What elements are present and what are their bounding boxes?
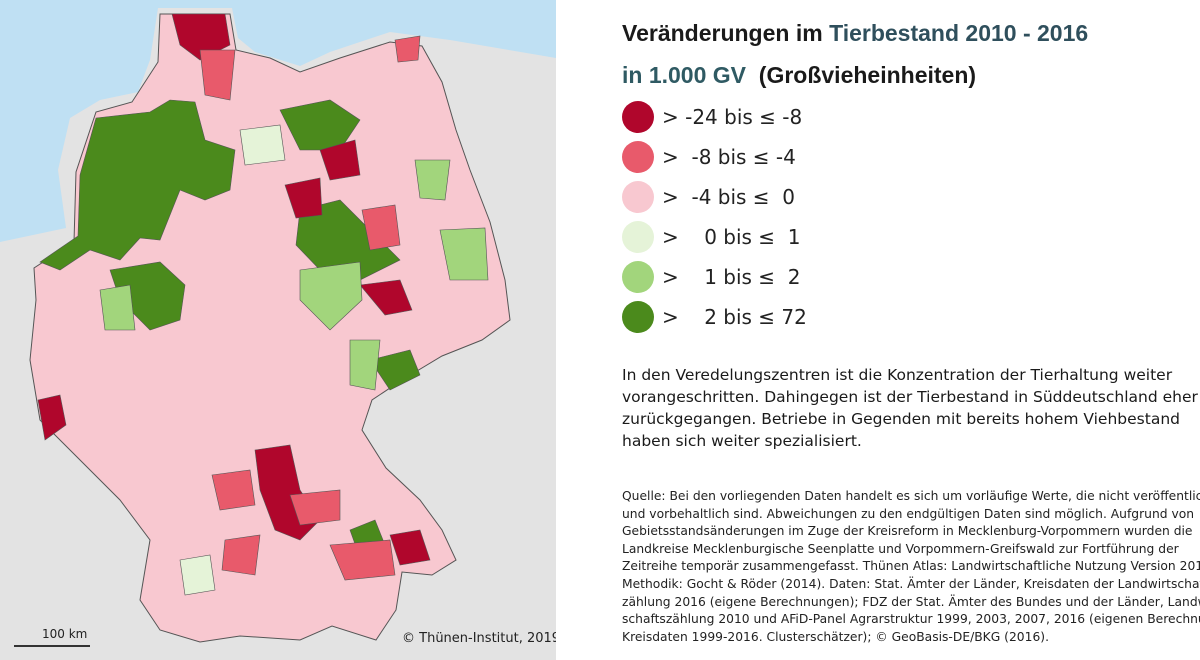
cluster-oderbruch [439,227,489,281]
legend-item: > 2 bis ≤ 72 [622,301,807,333]
legend-item: > 0 bis ≤ 1 [622,221,801,253]
description-line: haben sich weiter spezialisiert. [622,432,862,450]
source-line: Quelle: Bei den vorliegenden Daten hande… [622,489,1200,503]
cluster-allgaeu [221,534,261,576]
legend-label: > 1 bis ≤ 2 [662,265,801,289]
cluster-lower-saxony [239,124,286,166]
cluster-brandenburg [361,204,401,251]
legend-swatch [622,101,654,133]
source-line: zählung 2016 (eigene Berechnungen); FDZ … [622,594,1200,609]
cluster-north [279,99,361,151]
cluster-upper-bavaria [329,539,396,581]
legend-item: > 1 bis ≤ 2 [622,261,801,293]
description-line: vorangeschritten. Dahingegen ist der Tie… [622,388,1198,406]
source: Quelle: Bei den vorliegenden Daten hande… [622,488,1200,646]
cluster-harz [299,261,363,331]
description-line: zurückgegangen. Betriebe in Gegenden mit… [622,410,1180,428]
cluster-westphalia [99,284,136,331]
source-line: und vorbehaltlich sind. Abweichungen zu … [622,506,1195,521]
scale-label: 100 km [42,627,87,641]
source-line: Zeitreihe temporär zusammengefasst. Thün… [622,559,1200,574]
cluster-black-forest [179,554,216,596]
cluster-lusatia [359,279,413,316]
subtitle-note: (Großvieheinheiten) [758,62,977,88]
cluster-eifel [37,394,67,441]
legend-label: > -8 bis ≤ -4 [662,145,796,169]
cluster-hohenlohe [211,469,256,511]
legend-swatch [622,181,654,213]
cluster-altmark [284,177,323,219]
title: Veränderungen im Tierbestand 2010 - 2016 [622,20,1088,47]
cluster-uckermark [414,159,451,201]
subtitle: in 1.000 GV (Großvieheinheiten) [622,62,976,89]
legend-swatch [622,301,654,333]
subtitle-unit: in 1.000 GV [622,62,747,88]
legend-label: > 2 bis ≤ 72 [662,305,807,329]
cluster-saxony [369,349,421,391]
legend-swatch [622,261,654,293]
legend-label: > -4 bis ≤ 0 [662,185,795,209]
legend-item: > -4 bis ≤ 0 [622,181,795,213]
source-line: Landkreise Mecklenburgische Seenplatte u… [622,541,1179,556]
district-clusters [37,13,489,596]
cluster-thuringia [349,339,381,391]
description: In den Veredelungszentren ist die Konzen… [622,364,1198,452]
cluster-coast [199,49,236,101]
source-line: schaftszählung 2010 und AFiD-Panel Agrar… [622,612,1200,627]
cluster-prignitz [319,139,361,181]
legend-swatch [622,141,654,173]
cluster-northwest [39,99,236,271]
source-line: Methodik: Gocht & Röder (2014). Daten: S… [622,576,1200,591]
legend-swatch [622,221,654,253]
cluster-east [295,199,401,281]
legend-item: > -8 bis ≤ -4 [622,141,796,173]
cluster-lower-bavaria [389,529,431,566]
legend-label: > -24 bis ≤ -8 [662,105,803,129]
sea [0,0,556,242]
legend-item: > -24 bis ≤ -8 [622,101,802,133]
source-line: Gebietsstandsänderungen im Zuge der Krei… [622,524,1193,539]
cluster-swabia [289,489,341,526]
source-line: Kreisdaten 1999-2016. Clusterschätzer); … [622,629,1049,644]
description-line: In den Veredelungszentren ist die Konzen… [622,366,1173,384]
cluster-ruegen [394,35,421,63]
title-highlight: Tierbestand 2010 - 2016 [829,20,1089,46]
map: 100 km © Thünen-Institut, 2019 [0,0,556,660]
legend-label: > 0 bis ≤ 1 [662,225,801,249]
title-part: Veränderungen im [622,20,823,46]
copyright: © Thünen-Institut, 2019 [402,631,556,646]
